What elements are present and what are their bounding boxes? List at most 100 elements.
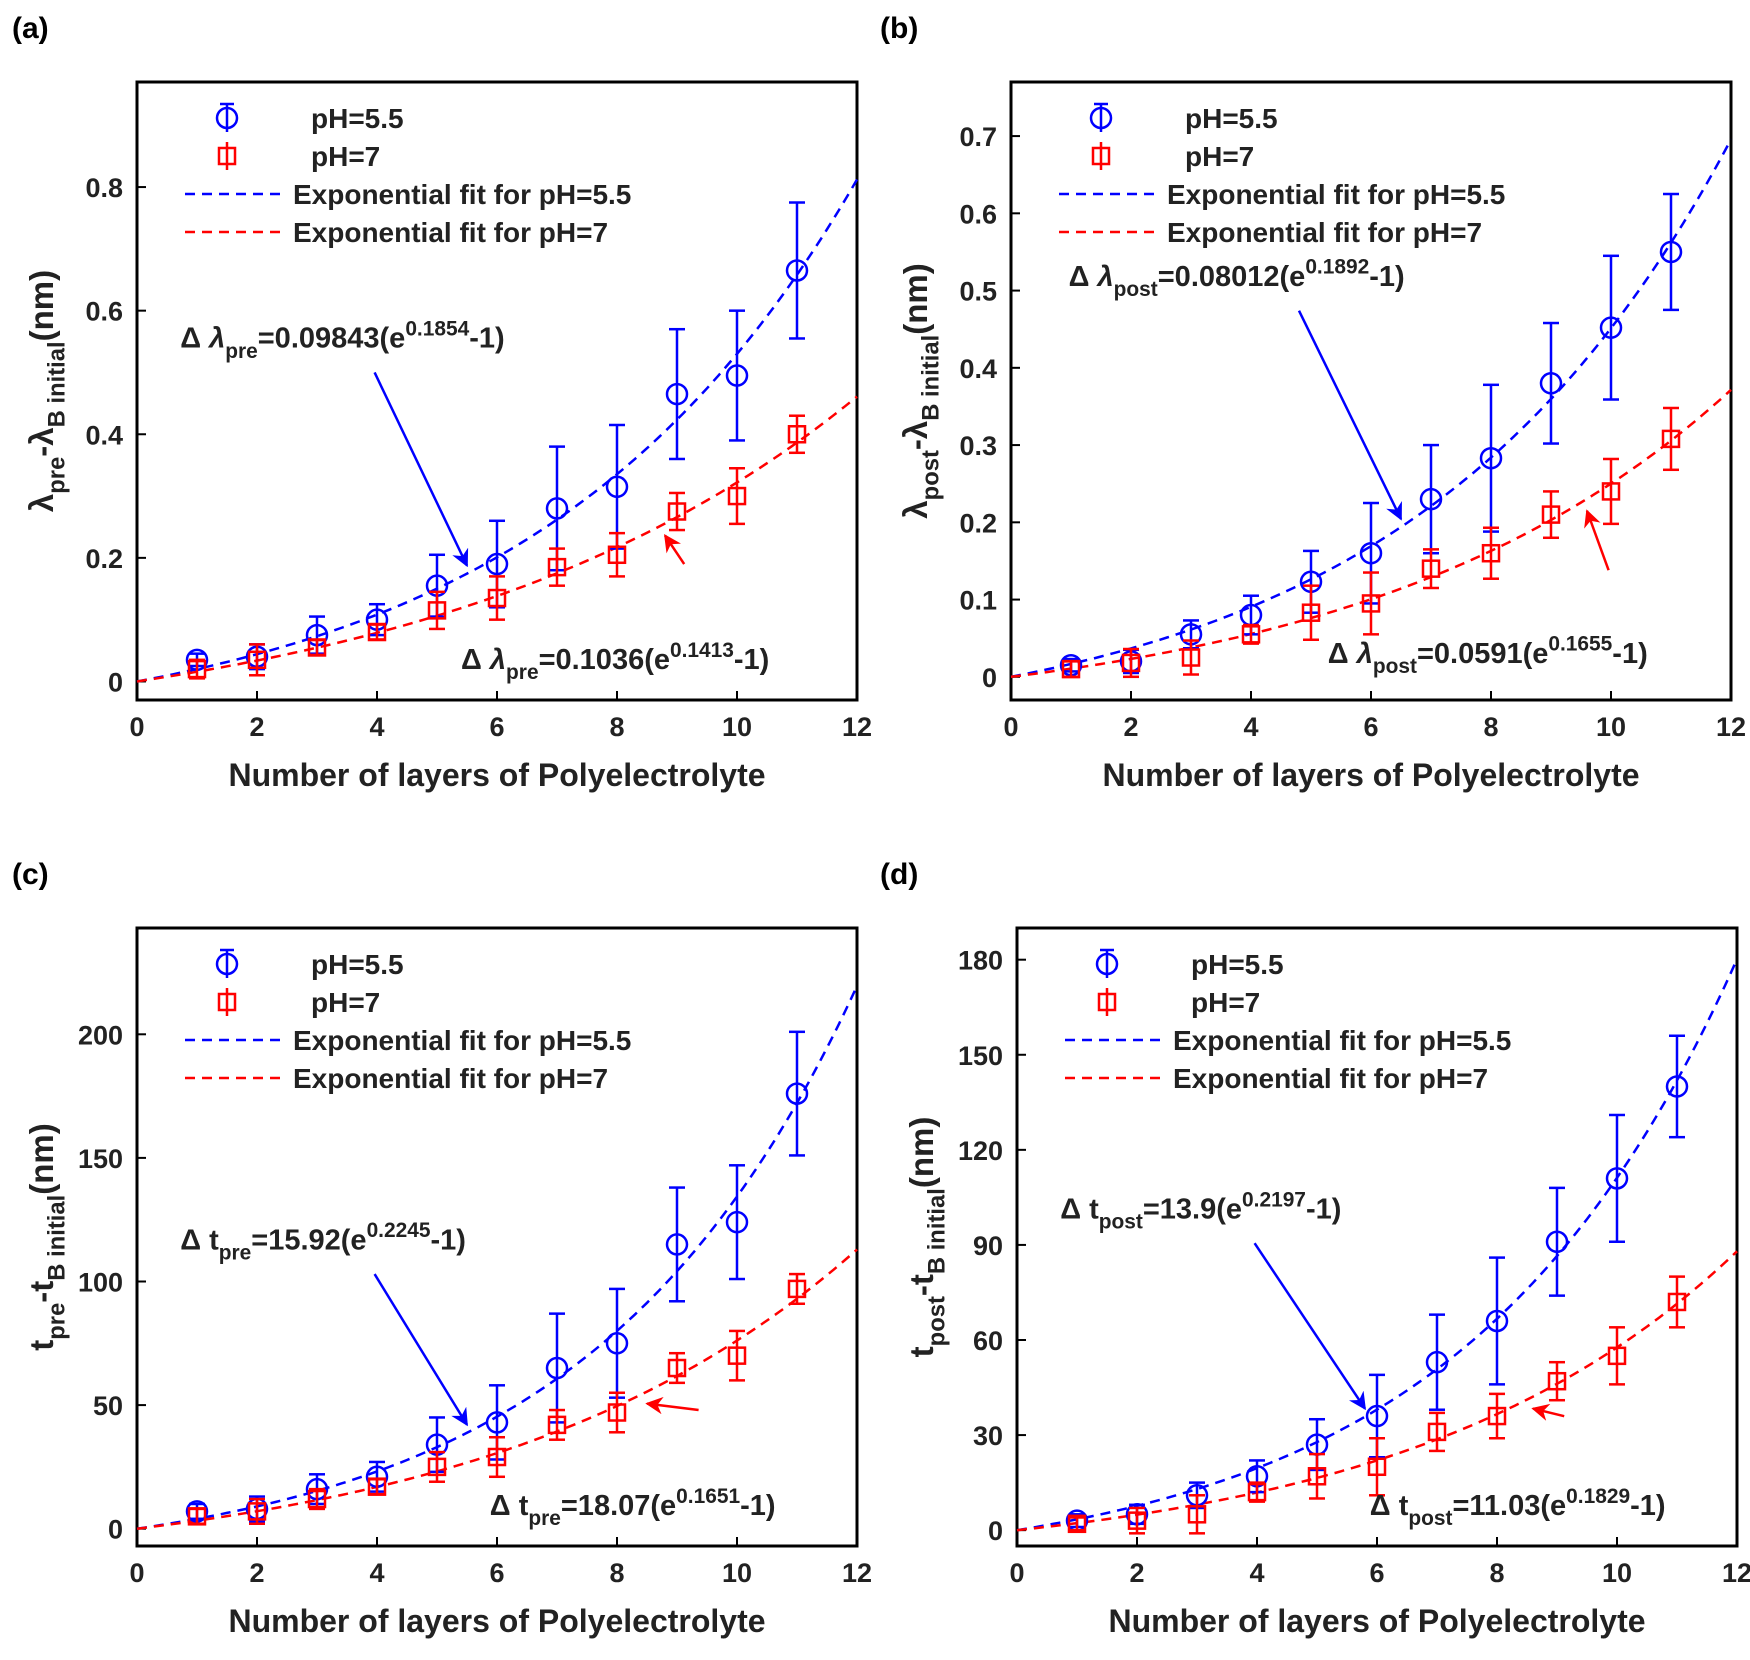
data-point — [787, 425, 807, 444]
x-tick-label: 10 — [722, 1558, 752, 1588]
y-tick-label: 0.6 — [959, 199, 997, 229]
data-point — [1481, 543, 1501, 563]
x-tick-label: 4 — [1243, 712, 1258, 742]
series-ph7 — [1061, 406, 1681, 679]
data-point — [785, 1082, 809, 1105]
data-point — [545, 497, 569, 520]
y-tick-label: 0.2 — [85, 544, 123, 574]
y-tick-label: 0.3 — [959, 431, 997, 461]
data-point — [545, 1356, 569, 1380]
data-point — [607, 545, 627, 565]
y-axis-label: tpre-tB initial(nm) — [23, 1123, 71, 1350]
y-axis-label: λpre-λB initial(nm) — [23, 270, 71, 512]
data-point — [485, 552, 509, 576]
annotation-arrow — [373, 371, 469, 568]
y-axis-label-group: tpre-tB initial(nm) — [23, 1123, 71, 1350]
y-tick-label: 120 — [958, 1136, 1003, 1166]
data-point — [607, 1403, 627, 1422]
y-tick-label: 0 — [988, 1516, 1003, 1546]
legend-entry: Exponential fit for pH=5.5 — [293, 1025, 631, 1056]
legend-entry: pH=7 — [311, 141, 380, 172]
x-axis-label: Number of layers of Polyelectrolyte — [1108, 1603, 1645, 1639]
data-point — [667, 1358, 687, 1378]
data-point — [487, 588, 507, 608]
data-point — [605, 475, 629, 499]
y-tick-label: 200 — [78, 1020, 123, 1050]
data-point — [1365, 1404, 1389, 1428]
y-tick-label: 0 — [982, 663, 997, 693]
legend-entry: pH=5.5 — [311, 103, 404, 134]
x-tick-label: 0 — [129, 1558, 144, 1588]
panel-a: (a) 0 2 4 6 8 10 12 0 0.2 0.4 0.6 0.8 Number of layer… — [12, 12, 872, 793]
y-axis-label-group: λpre-λB initial(nm) — [23, 270, 71, 512]
data-point — [1601, 482, 1621, 501]
y-tick-label: 0.7 — [959, 122, 997, 152]
x-tick-label: 6 — [489, 712, 504, 742]
x-tick-label: 10 — [722, 712, 752, 742]
x-tick-label: 2 — [249, 1558, 264, 1588]
x-tick-label: 2 — [249, 712, 264, 742]
y-tick-label: 0 — [108, 1515, 123, 1545]
y-tick-label: 50 — [93, 1391, 123, 1421]
panel-b: (b) 0 2 4 6 8 10 12 0 0.1 0.2 0.3 0.4 0.5 0.6 0.7 Number… — [880, 12, 1746, 793]
data-point — [1485, 1309, 1509, 1333]
annotation-equation: Δ λpre=0.1036(e0.1413-1) — [461, 639, 769, 684]
data-point — [727, 486, 747, 506]
x-tick-label: 10 — [1602, 1558, 1632, 1588]
y-tick-label: 150 — [958, 1041, 1003, 1071]
x-tick-label: 6 — [489, 1558, 504, 1588]
legend-circle-marker — [215, 952, 239, 976]
y-tick-label: 180 — [958, 946, 1003, 976]
x-tick-label: 4 — [369, 1558, 384, 1588]
y-tick-label: 0.5 — [959, 277, 997, 307]
series-ph7 — [1067, 1275, 1687, 1535]
annotation-arrow — [373, 1273, 469, 1427]
annotation-equation: Δ tpost=11.03(e0.1829-1) — [1370, 1485, 1666, 1530]
x-tick-label: 4 — [369, 712, 384, 742]
data-point — [485, 1411, 509, 1434]
y-tick-label: 60 — [973, 1326, 1003, 1356]
data-point — [1661, 429, 1681, 449]
x-tick-label: 12 — [842, 712, 872, 742]
x-tick-label: 2 — [1123, 712, 1138, 742]
y-tick-label: 0.1 — [959, 586, 997, 616]
annotation-equation: Δ λpost=0.08012(e0.1892-1) — [1069, 256, 1405, 301]
data-point — [1547, 1371, 1567, 1391]
legend-entry: pH=7 — [1191, 987, 1260, 1018]
legend-entry: pH=5.5 — [311, 949, 404, 980]
data-point — [665, 382, 689, 406]
x-tick-label: 12 — [1716, 712, 1746, 742]
y-axis-label-group: λpost-λB initial(nm) — [897, 263, 945, 518]
legend-entry: Exponential fit for pH=7 — [1167, 217, 1482, 248]
annotation-arrow — [1584, 509, 1610, 571]
data-point — [367, 622, 387, 642]
data-point — [1181, 648, 1201, 667]
y-tick-label: 0.8 — [85, 173, 123, 203]
x-tick-label: 8 — [609, 1558, 624, 1588]
data-point — [547, 1415, 567, 1435]
annotation-equation: Δ λpost=0.0591(e0.1655-1) — [1328, 633, 1648, 678]
data-point — [1067, 1514, 1087, 1534]
data-point — [427, 1457, 447, 1477]
data-point — [1061, 659, 1081, 679]
x-tick-label: 6 — [1369, 1558, 1384, 1588]
series-ph7 — [187, 414, 807, 680]
data-point — [247, 650, 267, 670]
legend-entry: Exponential fit for pH=7 — [293, 1063, 608, 1094]
y-tick-label: 30 — [973, 1421, 1003, 1451]
data-point — [725, 364, 749, 387]
legend-circle-marker — [1089, 106, 1113, 130]
data-point — [1241, 625, 1261, 644]
data-point — [1539, 372, 1563, 395]
annotation-equation: Δ λpre=0.09843(e0.1854-1) — [180, 318, 504, 363]
y-tick-label: 0 — [108, 667, 123, 697]
annotation-arrow — [663, 534, 686, 565]
annotation-equation: Δ tpre=18.07(e0.1651-1) — [490, 1485, 776, 1530]
legend: pH=5.5 pH=7 Exponential fit for pH=5.5 Expo… — [1059, 102, 1505, 248]
data-point — [1665, 1075, 1689, 1098]
data-point — [1479, 446, 1503, 470]
data-point — [1187, 1505, 1207, 1524]
y-tick-label: 100 — [78, 1267, 123, 1297]
